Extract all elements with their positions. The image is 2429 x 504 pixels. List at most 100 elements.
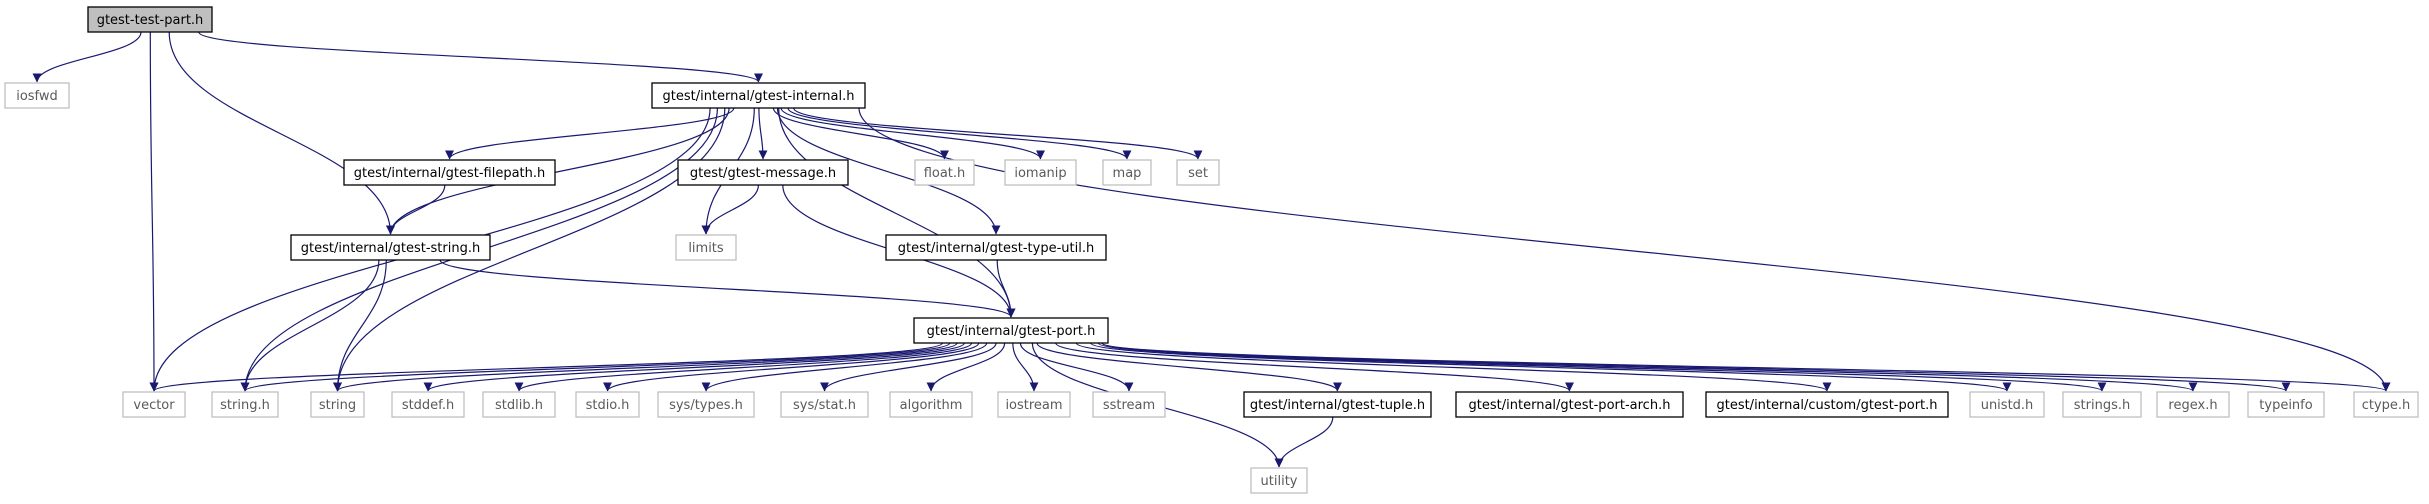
edge-port-to-portarch xyxy=(1055,342,1574,392)
node-iostream: iostream xyxy=(997,391,1071,418)
node-stdio-label: stdio.h xyxy=(586,398,630,413)
edge-internal-to-filepath xyxy=(445,107,735,160)
edge-port-to-ctype xyxy=(1101,342,2390,392)
node-port-box xyxy=(913,317,1109,344)
node-stdio-box xyxy=(575,391,640,418)
node-portarch[interactable]: gtest/internal/gtest-port-arch.h xyxy=(1455,391,1684,418)
node-tuple-label: gtest/internal/gtest-tuple.h xyxy=(1250,398,1425,413)
node-sstream-box xyxy=(1092,391,1166,418)
node-gstring-box xyxy=(290,234,491,261)
node-ctype-label: ctype.h xyxy=(2362,398,2411,413)
node-map: map xyxy=(1102,159,1152,186)
node-systypes: sys/types.h xyxy=(657,391,755,418)
node-regex: regex.h xyxy=(2156,391,2230,418)
node-floath-box xyxy=(914,159,975,186)
edge-gstring-to-stringh xyxy=(240,259,380,392)
edge-internal-to-iomanip xyxy=(780,107,1045,160)
node-strings-box xyxy=(2062,391,2142,418)
node-algorithm-box xyxy=(889,391,973,418)
edge-port-to-stringh xyxy=(240,342,951,392)
node-tuple[interactable]: gtest/internal/gtest-tuple.h xyxy=(1243,391,1432,418)
node-utility: utility xyxy=(1250,467,1308,494)
node-algorithm-label: algorithm xyxy=(900,398,963,413)
edge-internal-to-floath xyxy=(772,107,949,160)
node-message-label: gtest/gtest-message.h xyxy=(690,166,836,181)
edge-internal-to-string xyxy=(333,107,726,392)
node-vector-box xyxy=(122,391,186,418)
node-vector-label: vector xyxy=(133,398,175,413)
node-algorithm: algorithm xyxy=(889,391,973,418)
node-port-label: gtest/internal/gtest-port.h xyxy=(927,324,1096,339)
node-iomanip: iomanip xyxy=(1004,159,1077,186)
edge-port-to-custport xyxy=(1075,342,1832,392)
node-set-box xyxy=(1176,159,1220,186)
node-unistd-label: unistd.h xyxy=(1981,398,2034,413)
node-set: set xyxy=(1176,159,1220,186)
node-string-box xyxy=(310,391,365,418)
node-vector: vector xyxy=(122,391,186,418)
node-custport[interactable]: gtest/internal/custom/gtest-port.h xyxy=(1705,391,1949,418)
edge-port-to-iostream xyxy=(1012,342,1039,392)
node-filepath-box xyxy=(343,159,556,186)
node-stddef: stddef.h xyxy=(391,391,465,418)
node-iostream-box xyxy=(997,391,1071,418)
node-typeinfo-box xyxy=(2247,391,2325,418)
edge-filepath-to-gstring xyxy=(386,184,446,235)
node-tuple-box xyxy=(1243,391,1432,418)
edge-port-to-stdlib xyxy=(514,342,973,392)
edge-root-to-iosfwd xyxy=(32,31,142,83)
node-typeutil[interactable]: gtest/internal/gtest-type-util.h xyxy=(885,234,1107,261)
node-stdlib-label: stdlib.h xyxy=(495,398,543,413)
edge-port-to-systypes xyxy=(701,342,988,392)
node-systypes-label: sys/types.h xyxy=(669,398,743,413)
node-root-box xyxy=(87,6,213,33)
node-typeutil-box xyxy=(885,234,1107,261)
node-iosfwd: iosfwd xyxy=(4,82,70,109)
node-custport-box xyxy=(1705,391,1949,418)
edge-internal-to-set xyxy=(793,107,1203,160)
node-iosfwd-label: iosfwd xyxy=(16,89,58,104)
node-typeinfo-label: typeinfo xyxy=(2259,398,2312,413)
edge-gstring-to-string xyxy=(333,259,387,392)
node-unistd-box xyxy=(1969,391,2045,418)
node-internal-box xyxy=(651,82,866,109)
edge-port-to-stddef xyxy=(423,342,965,392)
node-sysstat-box xyxy=(780,391,869,418)
node-sysstat: sys/stat.h xyxy=(780,391,869,418)
node-limits: limits xyxy=(675,234,737,261)
node-set-label: set xyxy=(1188,166,1208,181)
node-ctype: ctype.h xyxy=(2353,391,2419,418)
node-root[interactable]: gtest-test-part.h xyxy=(87,6,213,33)
node-floath: float.h xyxy=(914,159,975,186)
node-strings: strings.h xyxy=(2062,391,2142,418)
node-limits-box xyxy=(675,234,737,261)
edge-port-to-sstream xyxy=(1019,342,1134,392)
edge-root-to-internal xyxy=(198,31,763,83)
node-stringh: string.h xyxy=(211,391,279,418)
node-message-box xyxy=(677,159,849,186)
edge-internal-to-gstring xyxy=(386,107,730,235)
node-systypes-box xyxy=(657,391,755,418)
node-sstream: sstream xyxy=(1092,391,1166,418)
node-message[interactable]: gtest/gtest-message.h xyxy=(677,159,849,186)
node-portarch-label: gtest/internal/gtest-port-arch.h xyxy=(1469,398,1671,413)
edge-port-to-stdio xyxy=(603,342,980,392)
node-gstring[interactable]: gtest/internal/gtest-string.h xyxy=(290,234,491,261)
node-floath-label: float.h xyxy=(924,166,966,181)
node-stdlib-box xyxy=(482,391,556,418)
edge-root-to-vector xyxy=(149,31,159,392)
node-internal[interactable]: gtest/internal/gtest-internal.h xyxy=(651,82,866,109)
node-stdlib: stdlib.h xyxy=(482,391,556,418)
node-typeutil-label: gtest/internal/gtest-type-util.h xyxy=(898,241,1094,256)
node-string-label: string xyxy=(319,398,356,413)
node-iostream-label: iostream xyxy=(1005,398,1062,413)
node-map-label: map xyxy=(1113,166,1142,181)
edge-port-to-regex xyxy=(1101,342,2198,392)
edge-root-to-gstring xyxy=(168,31,395,235)
node-unistd: unistd.h xyxy=(1969,391,2045,418)
node-stringh-box xyxy=(211,391,279,418)
node-filepath[interactable]: gtest/internal/gtest-filepath.h xyxy=(343,159,556,186)
node-port[interactable]: gtest/internal/gtest-port.h xyxy=(913,317,1109,344)
node-stdio: stdio.h xyxy=(575,391,640,418)
node-iomanip-box xyxy=(1004,159,1077,186)
